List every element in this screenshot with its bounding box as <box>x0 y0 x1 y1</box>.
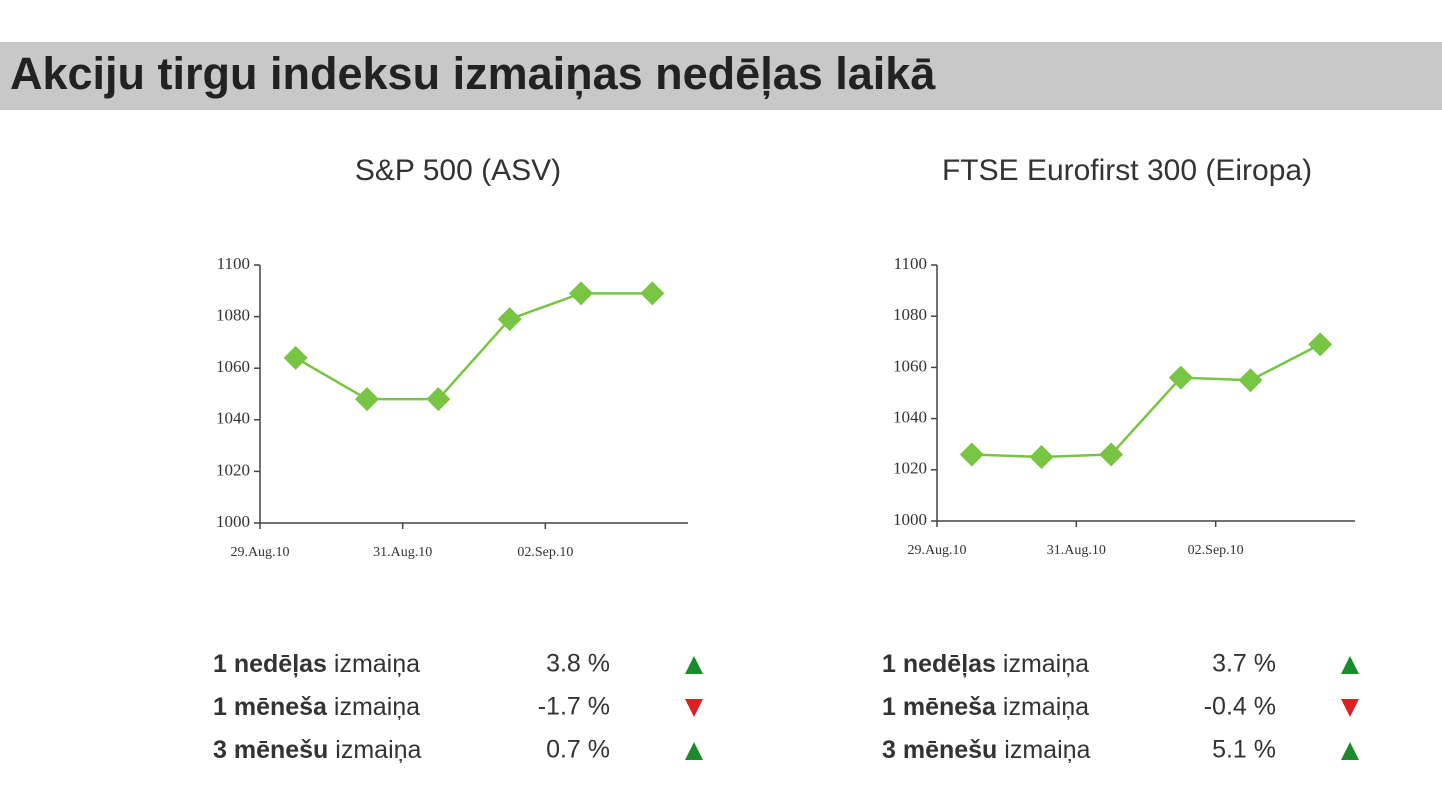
marker <box>426 387 451 412</box>
chart-title: S&P 500 (ASV) <box>355 154 561 187</box>
line <box>971 343 1321 459</box>
stat-label-bold: 1 mēneša <box>882 693 997 721</box>
marker <box>1099 442 1124 467</box>
stat-value: -0.4 % <box>1204 693 1276 721</box>
stat-label-rest: izmaiņa <box>327 650 420 678</box>
y-tick-label: 1040 <box>216 409 250 428</box>
y-tick-label: 1060 <box>893 356 927 375</box>
stat-label-rest: izmaiņa <box>996 650 1089 678</box>
marker <box>497 307 522 332</box>
stat-label-rest: izmaiņa <box>997 736 1090 764</box>
marker <box>1168 365 1193 390</box>
stat-value: 3.7 % <box>1212 650 1276 678</box>
x-tick-label: 02.Sep.10 <box>1188 543 1244 558</box>
stat-value: 5.1 % <box>1212 736 1276 764</box>
line <box>295 292 653 401</box>
y-tick-label: 1080 <box>216 306 250 325</box>
marker <box>569 281 593 306</box>
stat-value: 3.8 % <box>546 650 610 678</box>
stat-label-bold: 3 mēnešu <box>213 736 328 764</box>
marker <box>959 442 984 467</box>
stat-label: 1 nedēļas izmaiņa <box>213 650 420 678</box>
x-tick-label: 02.Sep.10 <box>517 545 573 560</box>
y-tick-label: 1020 <box>893 459 927 478</box>
marker <box>640 281 665 306</box>
stat-label-rest: izmaiņa <box>327 693 420 721</box>
y-tick-label: 1080 <box>893 305 927 324</box>
marker <box>283 345 308 370</box>
y-tick-label: 1040 <box>893 408 927 427</box>
stat-label: 1 nedēļas izmaiņa <box>882 650 1089 678</box>
stat-value: -1.7 % <box>538 693 610 721</box>
trend-arrow <box>685 699 703 717</box>
marker <box>1308 332 1333 357</box>
marker <box>1238 368 1263 393</box>
y-tick-label: 1000 <box>893 510 927 529</box>
page-title: Akciju tirgu indeksu izmaiņas nedēļas la… <box>10 48 936 99</box>
stat-label-bold: 1 nedēļas <box>213 650 327 678</box>
trend-arrow <box>1341 699 1359 717</box>
trend-arrow <box>685 742 703 760</box>
y-tick-label: 1000 <box>216 512 250 531</box>
stat-value: 0.7 % <box>546 736 610 764</box>
stat-label: 1 mēneša izmaiņa <box>882 693 1089 721</box>
marker <box>355 387 379 412</box>
stat-label-rest: izmaiņa <box>996 693 1089 721</box>
x-tick-label: 29.Aug.10 <box>230 545 289 560</box>
header-band <box>0 42 1442 110</box>
y-tick-label: 1100 <box>217 254 250 273</box>
stat-label-bold: 1 nedēļas <box>882 650 996 678</box>
stat-label: 3 mēnešu izmaiņa <box>882 736 1091 764</box>
trend-arrow <box>1341 742 1359 760</box>
chart-title: FTSE Eurofirst 300 (Eiropa) <box>942 154 1312 187</box>
x-tick-label: 31.Aug.10 <box>373 545 432 560</box>
y-tick-label: 1100 <box>894 254 927 273</box>
x-tick-label: 29.Aug.10 <box>907 543 966 558</box>
stat-label-bold: 1 mēneša <box>213 693 328 721</box>
y-tick-label: 1060 <box>216 357 250 376</box>
trend-arrow <box>685 656 703 674</box>
y-tick-label: 1020 <box>216 460 250 479</box>
marker <box>1029 445 1054 469</box>
stat-label-bold: 3 mēnešu <box>882 736 997 764</box>
trend-arrow <box>1341 656 1359 674</box>
stat-label: 3 mēnešu izmaiņa <box>213 736 422 764</box>
stat-label-rest: izmaiņa <box>328 736 421 764</box>
x-tick-label: 31.Aug.10 <box>1047 543 1106 558</box>
stat-label: 1 mēneša izmaiņa <box>213 693 420 721</box>
